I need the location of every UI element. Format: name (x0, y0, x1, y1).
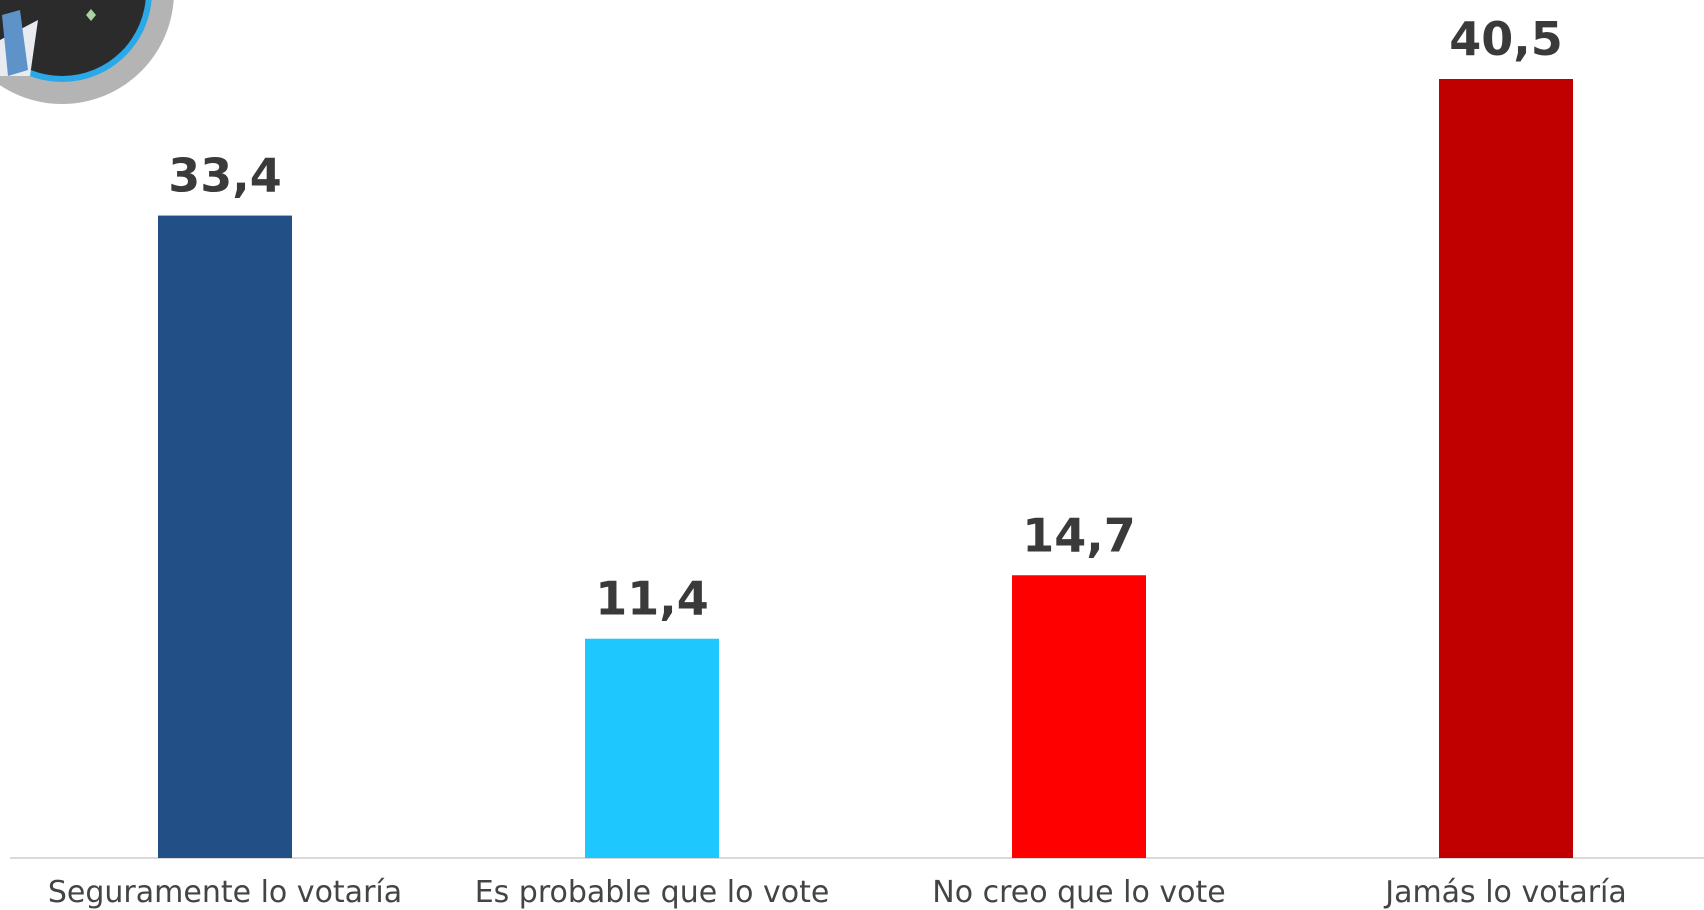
category-label-4: Jamás lo votaría (1383, 875, 1627, 910)
avatar-photo (0, 0, 146, 76)
value-label-1: 33,4 (168, 149, 282, 203)
lapel-pin-icon (86, 9, 96, 21)
bar-2 (585, 638, 719, 858)
category-label-2: Es probable que lo vote (475, 875, 830, 910)
category-label-3: No creo que lo vote (932, 875, 1225, 910)
value-label-4: 40,5 (1449, 12, 1563, 66)
category-label-1: Seguramente lo votaría (48, 875, 402, 910)
bar-3 (1012, 575, 1146, 858)
bar-4 (1439, 79, 1573, 858)
candidate-avatar (0, 0, 174, 104)
value-label-2: 11,4 (595, 572, 709, 626)
tie-icon (2, 10, 28, 76)
value-label-3: 14,7 (1022, 508, 1136, 562)
bar-1 (158, 215, 292, 858)
